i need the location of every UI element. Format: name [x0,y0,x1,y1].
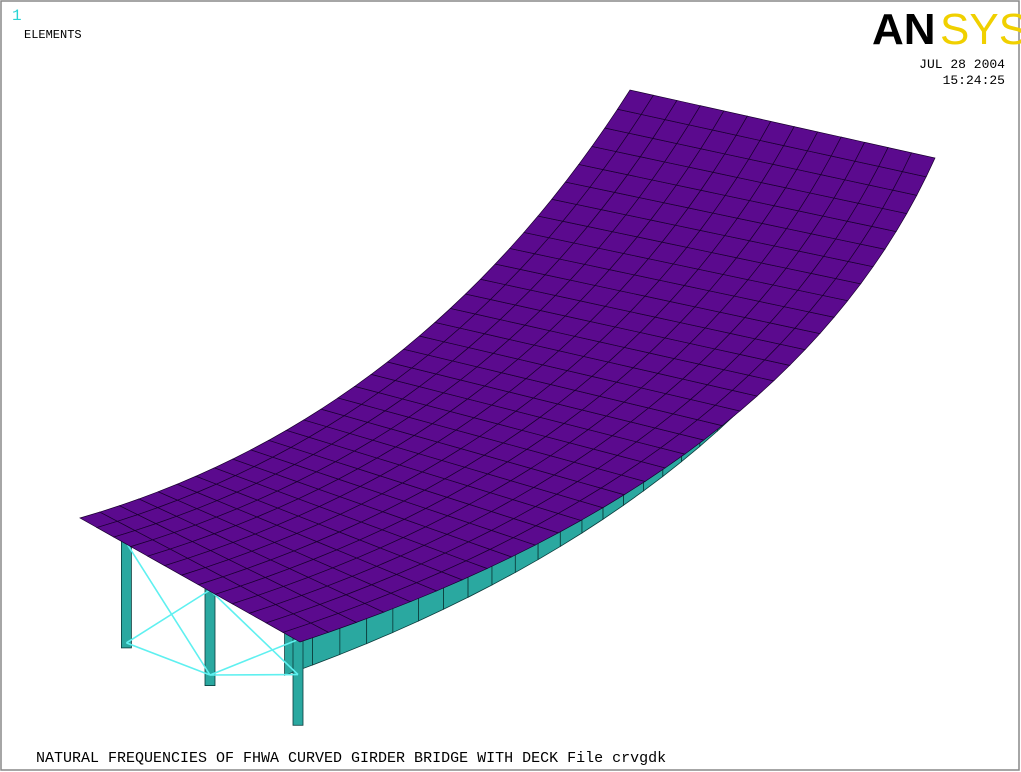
plot-date: JUL 28 2004 [919,57,1005,72]
plot-label: ELEMENTS [24,28,82,42]
ansys-graphics-window: 1 ELEMENTS AN SYS JUL 28 2004 15:24:25 N… [0,0,1021,772]
window-number: 1 [12,7,22,25]
logo-an: AN [872,5,936,54]
logo-sys: SYS [940,5,1021,54]
plot-time: 15:24:25 [943,73,1005,88]
girder-end [121,541,131,648]
plot-title: NATURAL FREQUENCIES OF FHWA CURVED GIRDE… [36,750,666,767]
girder-end [293,638,303,726]
